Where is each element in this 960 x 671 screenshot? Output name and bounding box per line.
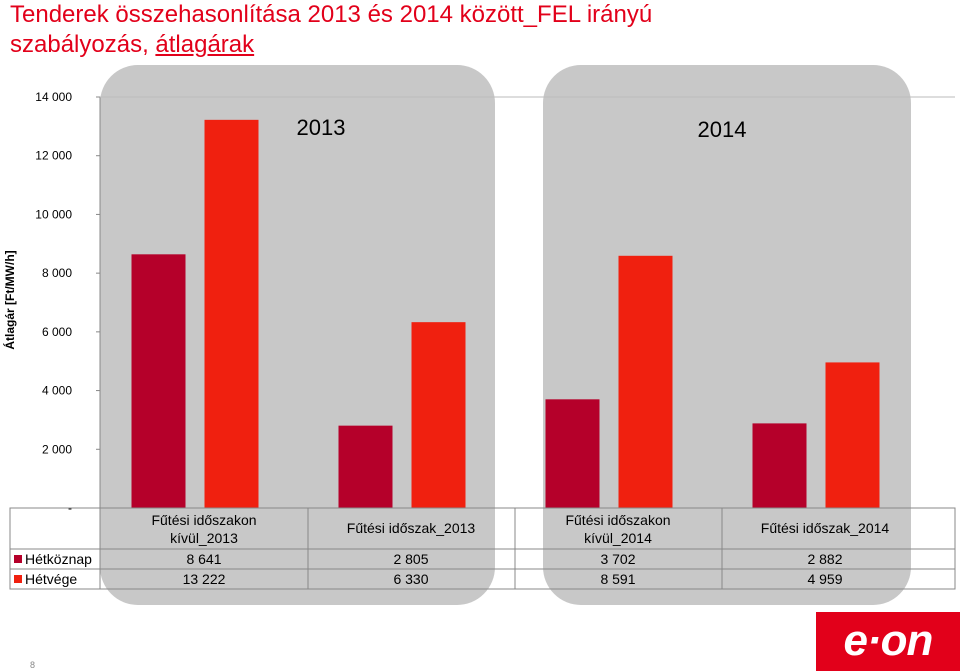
data-label: 6 330 (393, 571, 428, 587)
data-label: 2 805 (393, 551, 428, 567)
title-line-2: szabályozás, átlagárak (10, 30, 910, 60)
x-category-label: Fűtési időszakon (565, 512, 670, 528)
y-tick-label: 14 000 (35, 90, 72, 104)
legend-label-weekday: Hétköznap (25, 551, 92, 567)
y-tick-label: 12 000 (35, 149, 72, 163)
x-category-label: Fűtési időszak_2014 (761, 520, 890, 536)
panel-2013 (100, 65, 495, 605)
title-line-1: Tenderek összehasonlítása 2013 és 2014 k… (10, 1, 653, 28)
legend-key-weekday (14, 555, 22, 563)
page-number: 8 (30, 660, 36, 670)
data-label: 4 959 (807, 571, 842, 587)
page-title: Tenderek összehasonlítása 2013 és 2014 k… (10, 0, 910, 60)
y-axis-title: Átlagár [Ft/MW/h] (2, 250, 17, 349)
data-label: 8 591 (600, 571, 635, 587)
bar-weekday-2 (545, 399, 600, 508)
y-tick-label: 6 000 (42, 325, 72, 339)
data-label: 8 641 (186, 551, 221, 567)
y-tick-label: 10 000 (35, 207, 72, 221)
x-category-label: Fűtési időszak_2013 (347, 520, 476, 536)
x-category-label: kívül_2014 (584, 530, 652, 546)
bar-weekend-0 (204, 119, 259, 509)
annotation-2014: 2014 (698, 117, 747, 142)
data-label: 3 702 (600, 551, 635, 567)
x-category-label: kívül_2013 (170, 530, 238, 546)
bar-weekend-2 (618, 255, 673, 508)
x-category-label: Fűtési időszakon (151, 512, 256, 528)
title-line-2-prefix: szabályozás, (10, 31, 156, 58)
bar-weekend-3 (825, 362, 880, 508)
legend-key-weekend (14, 575, 22, 583)
data-label: 13 222 (183, 571, 226, 587)
title-line-2-underlined: átlagárak (155, 31, 255, 58)
bar-weekday-0 (131, 254, 186, 508)
bar-weekend-1 (411, 322, 466, 508)
eon-logo-text: e·on (843, 616, 934, 665)
annotation-2013: 2013 (297, 115, 346, 140)
eon-logo: e·on (816, 612, 960, 671)
legend-label-weekend: Hétvége (25, 571, 77, 587)
y-tick-label: 2 000 (42, 442, 72, 456)
y-tick-label: 8 000 (42, 266, 72, 280)
data-label: 2 882 (807, 551, 842, 567)
bar-weekday-1 (338, 425, 393, 508)
bar-weekday-3 (752, 423, 807, 508)
y-tick-label: 4 000 (42, 384, 72, 398)
